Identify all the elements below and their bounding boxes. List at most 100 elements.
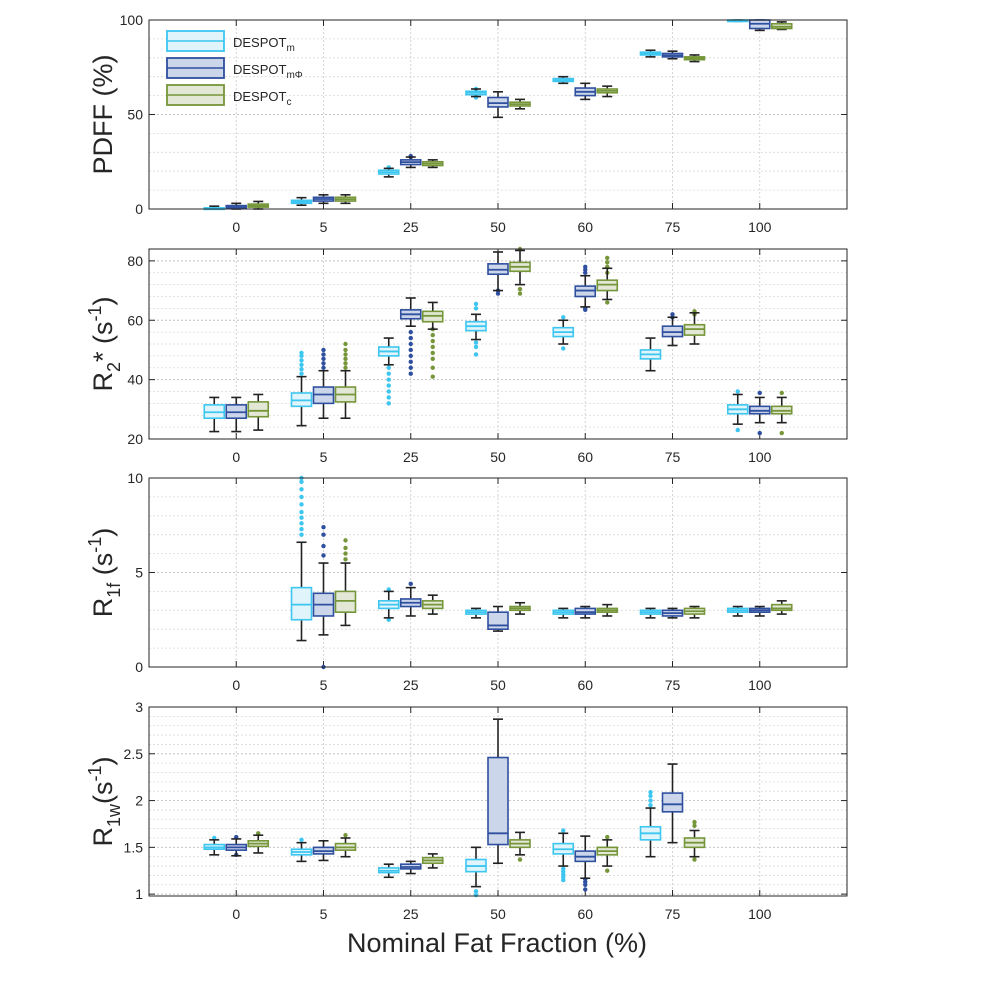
outlier-point — [735, 389, 740, 394]
box-iqr — [487, 756, 509, 846]
outlier-point — [408, 347, 413, 353]
box-r1w-60-s0 — [552, 832, 575, 867]
outlier-point — [430, 374, 435, 379]
outlier-point — [343, 557, 348, 562]
x-tick-label: 25 — [403, 677, 419, 693]
y-tick-label: 2.5 — [124, 746, 144, 762]
y-tick-label: 1.5 — [124, 839, 144, 855]
box-r1w-5-s0 — [290, 841, 313, 863]
outlier-point — [430, 350, 435, 356]
box-r1w-75-s2 — [683, 829, 706, 858]
outlier-point — [343, 545, 348, 551]
y-axis-title-part: 1f — [104, 582, 124, 598]
box-r1w-50-s2 — [509, 831, 531, 856]
y-axis-title-part: -1 — [85, 537, 105, 553]
outlier-point — [343, 361, 348, 366]
outlier-point — [430, 332, 435, 338]
box-r1f-25-s1 — [399, 586, 422, 617]
y-axis-title: R2* (s-1) — [85, 296, 124, 391]
outlier-point — [299, 350, 304, 356]
box-iqr — [661, 792, 684, 813]
outlier-point — [321, 524, 326, 530]
outlier-point — [692, 819, 697, 825]
box-pdff-5-s1 — [312, 194, 335, 205]
box-iqr — [487, 96, 509, 108]
box-r1f-25-s0 — [377, 590, 400, 619]
box-r1f-75-s1 — [661, 607, 684, 619]
box-iqr — [247, 401, 270, 418]
y-tick-label: 5 — [135, 565, 143, 581]
y-axis-title-text: R2* (s-1) — [85, 296, 124, 391]
y-tick-label: 0 — [135, 201, 143, 217]
y-tick-label: 60 — [127, 312, 143, 328]
y-tick-label: 20 — [127, 431, 143, 447]
box-r1w-25-s0 — [377, 863, 400, 879]
outlier-point — [299, 371, 304, 376]
x-tick-label: 60 — [577, 677, 593, 693]
y-axis-title-text: PDFF (%) — [88, 55, 118, 175]
outlier-point — [757, 430, 762, 436]
outlier-point — [408, 581, 413, 587]
outlier-point — [386, 401, 391, 406]
x-tick-label: 100 — [748, 906, 772, 922]
box-r1f-60-s2 — [596, 603, 619, 617]
box-r1w-0-s2 — [247, 834, 270, 854]
outlier-point — [299, 532, 304, 537]
y-axis-title-part: (s — [88, 553, 118, 583]
outlier-point — [343, 356, 348, 362]
outlier-point — [473, 301, 479, 307]
box-pdff-25-s1 — [399, 156, 422, 169]
box-r2star-50-s0 — [465, 313, 487, 341]
outlier-point — [430, 356, 435, 362]
box-r1w-75-s0 — [639, 807, 662, 858]
x-tick-label: 0 — [232, 677, 240, 693]
legend-label-main: DESPOT — [233, 35, 287, 50]
box-r1w-0-s1 — [225, 838, 248, 857]
y-tick-label: 80 — [127, 253, 143, 269]
box-r1f-25-s2 — [421, 594, 444, 615]
outlier-point — [321, 352, 326, 357]
x-tick-label: 75 — [665, 219, 681, 235]
box-pdff-60-s2 — [596, 85, 619, 98]
legend-label-main: DESPOT — [233, 62, 287, 77]
x-tick-label: 5 — [320, 449, 328, 465]
y-axis-title-part: -1 — [85, 765, 105, 781]
outlier-point — [583, 887, 588, 892]
outlier-point — [648, 793, 653, 799]
box-r1w-5-s1 — [312, 839, 335, 862]
y-axis-title-part: 2 — [104, 362, 124, 372]
box-r2star-100-s2 — [770, 396, 793, 424]
outlier-point — [343, 538, 348, 543]
box-r2star-75-s0 — [639, 337, 662, 372]
x-tick-label: 0 — [232, 449, 240, 465]
x-tick-label: 75 — [665, 449, 681, 465]
x-tick-label: 50 — [490, 906, 506, 922]
outlier-point — [321, 543, 326, 549]
outlier-point — [299, 837, 304, 843]
y-axis-title-part: ) — [88, 296, 118, 305]
outlier-point — [321, 347, 326, 353]
x-tick-label: 0 — [232, 906, 240, 922]
outlier-point — [299, 487, 304, 492]
box-r1f-50-s1 — [487, 605, 509, 632]
outlier-point — [299, 509, 304, 515]
outlier-point — [299, 479, 304, 484]
box-r2star-60-s0 — [552, 319, 575, 345]
box-pdff-50-s1 — [487, 91, 509, 119]
outlier-point — [299, 502, 304, 507]
outlier-point — [430, 365, 435, 370]
outlier-point — [408, 341, 413, 347]
box-iqr — [290, 586, 313, 621]
panel-r1w: 1 1.5 2 2.5 3 0 5 25 50 60 75 100 R1w(s-1) — [85, 699, 848, 922]
y-axis-title-part: PDFF (%) — [88, 55, 118, 175]
box-r1w-25-s2 — [421, 853, 444, 869]
box-pdff-5-s0 — [290, 196, 313, 207]
x-tick-label: 50 — [490, 677, 506, 693]
outlier-point — [299, 521, 304, 526]
outlier-point — [670, 312, 675, 317]
box-r1f-50-s2 — [509, 601, 531, 615]
outlier-point — [408, 365, 413, 370]
box-pdff-100-s1 — [748, 19, 771, 32]
outlier-point — [757, 390, 762, 396]
